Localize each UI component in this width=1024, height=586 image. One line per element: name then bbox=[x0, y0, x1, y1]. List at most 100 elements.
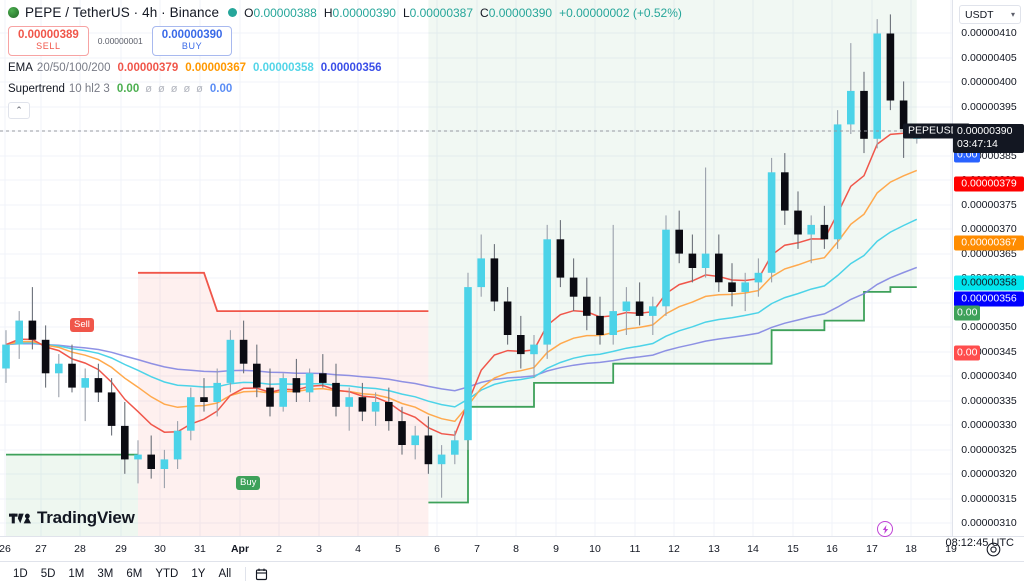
toolbar-divider bbox=[245, 567, 247, 581]
indicator-value: ø bbox=[183, 83, 191, 95]
indicator-legend-row[interactable]: EMA 20/50/100/200 0.00000379 0.00000367 0.00… bbox=[8, 59, 628, 77]
ohlc-value: 0.00000388 bbox=[253, 5, 317, 20]
sell-price: 0.00000389 bbox=[18, 29, 79, 42]
time-tick: 16 bbox=[826, 543, 838, 555]
price-tick: 0.00000315 bbox=[961, 493, 1017, 505]
symbol-logo-icon bbox=[8, 7, 19, 18]
time-tick: 26 bbox=[0, 543, 11, 555]
price-tick: 0.00000350 bbox=[961, 321, 1017, 333]
utc-clock: 08:12:45 UTC bbox=[945, 537, 1014, 549]
time-axis[interactable]: 26 27 28 29 30 31 Apr 2 3 4 5 6 7 8 9 10 11 12 13 14 15 16 17 1… bbox=[0, 536, 1024, 561]
ohlc-value: 0.00000387 bbox=[409, 5, 474, 20]
chart-legend: PEPE / TetherUS · 4h · Binance O0.000003… bbox=[8, 3, 682, 119]
ohlc-value: 0.00000390 bbox=[488, 5, 553, 20]
indicator-value: 0.00000358 bbox=[253, 62, 314, 74]
indicator-params: 10 hl2 3 bbox=[68, 83, 110, 95]
time-tick: 17 bbox=[866, 543, 878, 555]
indicator-value: 0.00000356 bbox=[320, 62, 382, 74]
indicator-value: ø bbox=[157, 83, 165, 95]
tradingview-watermark: TradingView bbox=[9, 508, 135, 528]
bar-countdown: 03:47:14 bbox=[957, 138, 998, 151]
chart-gridlines bbox=[0, 0, 952, 536]
range-button-5d[interactable]: 5D bbox=[40, 568, 56, 580]
indicator-value: 0.00000367 bbox=[185, 62, 246, 74]
symbol-price-flag: PEPEUSDT bbox=[903, 123, 970, 139]
tradingview-logo-icon bbox=[9, 513, 31, 523]
indicator-name: EMA bbox=[8, 62, 33, 74]
date-range-icon[interactable] bbox=[253, 566, 270, 583]
range-button-1y[interactable]: 1Y bbox=[191, 568, 206, 580]
ema20-badge: 0.00000379 bbox=[954, 176, 1024, 192]
ema50-badge: 0.00000367 bbox=[954, 235, 1024, 251]
price-change: +0.00000002 (+0.52%) bbox=[559, 5, 682, 20]
time-tick: 2 bbox=[276, 543, 282, 555]
chart-overlays bbox=[0, 130, 952, 132]
range-button-6m[interactable]: 6M bbox=[126, 568, 143, 580]
currency-selector[interactable]: USDT ▾ bbox=[959, 5, 1021, 24]
indicator-value: 0.00000379 bbox=[117, 62, 179, 74]
price-tick: 0.00000320 bbox=[961, 468, 1017, 480]
range-button-3m[interactable]: 3M bbox=[97, 568, 114, 580]
price-tick: 0.00000395 bbox=[961, 101, 1017, 113]
collapse-legend-button[interactable]: ⌃ bbox=[8, 102, 30, 119]
currency-label: USDT bbox=[965, 8, 994, 21]
time-tick: 14 bbox=[747, 543, 759, 555]
current-price: 0.00000390 bbox=[957, 125, 1013, 137]
price-tick: 0.00000410 bbox=[961, 27, 1017, 39]
price-tick: 0.00000340 bbox=[961, 370, 1017, 382]
range-button-all[interactable]: All bbox=[218, 568, 232, 580]
ema200-badge: 0.00000356 bbox=[954, 291, 1024, 307]
range-button-1d[interactable]: 1D bbox=[13, 568, 28, 580]
time-tick: 3 bbox=[316, 543, 322, 555]
tradingview-wordmark: TradingView bbox=[37, 508, 135, 527]
range-button-group: 1D 5D 1M 3M 6M YTD 1Y All bbox=[7, 566, 238, 582]
chevron-down-icon: ▾ bbox=[1010, 10, 1015, 19]
chart-canvas[interactable] bbox=[0, 0, 952, 536]
buy-button[interactable]: 0.00000390 BUY bbox=[151, 26, 233, 56]
time-tick: 31 bbox=[194, 543, 206, 555]
page-title: PEPE / TetherUS · 4h · Binance bbox=[25, 5, 220, 20]
price-tick: 0.00000365 bbox=[961, 248, 1017, 260]
market-status-icon bbox=[228, 8, 238, 17]
legend-symbol-row[interactable]: PEPE / TetherUS · 4h · Binance O0.000003… bbox=[8, 3, 682, 22]
time-tick: 18 bbox=[905, 543, 917, 555]
time-tick: 7 bbox=[474, 543, 480, 555]
range-button-ytd[interactable]: YTD bbox=[155, 568, 179, 580]
ask-badge: 0.00 bbox=[954, 345, 981, 361]
chart-series bbox=[2, 0, 921, 536]
indicator-value: 0.00 bbox=[209, 83, 233, 95]
price-tick: 0.00000405 bbox=[961, 52, 1017, 64]
range-button-1m[interactable]: 1M bbox=[68, 568, 85, 580]
sell-button[interactable]: 0.00000389 SELL bbox=[8, 26, 89, 56]
buy-price: 0.00000390 bbox=[161, 29, 223, 42]
time-tick: 11 bbox=[629, 543, 641, 555]
price-axis[interactable]: USDT ▾ 0.00000410 0.00000405 0.00000400 0.0… bbox=[952, 0, 1024, 536]
sell-signal-marker[interactable]: Sell bbox=[70, 318, 94, 332]
spread-value: 0.00000001 bbox=[97, 36, 143, 46]
indicator-value: ø bbox=[196, 83, 203, 95]
price-tick: 0.00000330 bbox=[961, 419, 1017, 431]
time-tick: 28 bbox=[74, 543, 86, 555]
lightning-bolt-icon[interactable] bbox=[877, 521, 893, 537]
ohlc-label: H bbox=[323, 5, 333, 20]
price-tick: 0.00000325 bbox=[961, 444, 1017, 456]
supertrend-badge: 0.00 bbox=[954, 305, 981, 321]
time-tick: 4 bbox=[355, 543, 361, 555]
indicator-value: ø bbox=[170, 83, 178, 95]
buy-signal-marker[interactable]: Buy bbox=[236, 476, 261, 490]
indicator-value: ø bbox=[145, 83, 152, 95]
buy-label: BUY bbox=[181, 40, 203, 51]
price-tick: 0.00000310 bbox=[961, 517, 1017, 529]
ohlc-label: O bbox=[244, 5, 254, 20]
time-tick: 29 bbox=[115, 543, 127, 555]
price-tick: 0.00000370 bbox=[961, 223, 1017, 235]
time-tick: 19 bbox=[945, 543, 957, 555]
axis-settings-icon[interactable] bbox=[985, 541, 1002, 558]
current-price-box: 0.00000390 03:47:14 bbox=[953, 124, 1024, 154]
indicator-legend-row[interactable]: Supertrend 10 hl2 3 0.00 ø ø ø ø ø 0.00 bbox=[8, 80, 628, 98]
ohlc-label: L bbox=[402, 5, 410, 20]
indicator-params: 20/50/100/200 bbox=[36, 62, 111, 74]
time-tick: 15 bbox=[787, 543, 799, 555]
time-tick: 12 bbox=[668, 543, 680, 555]
